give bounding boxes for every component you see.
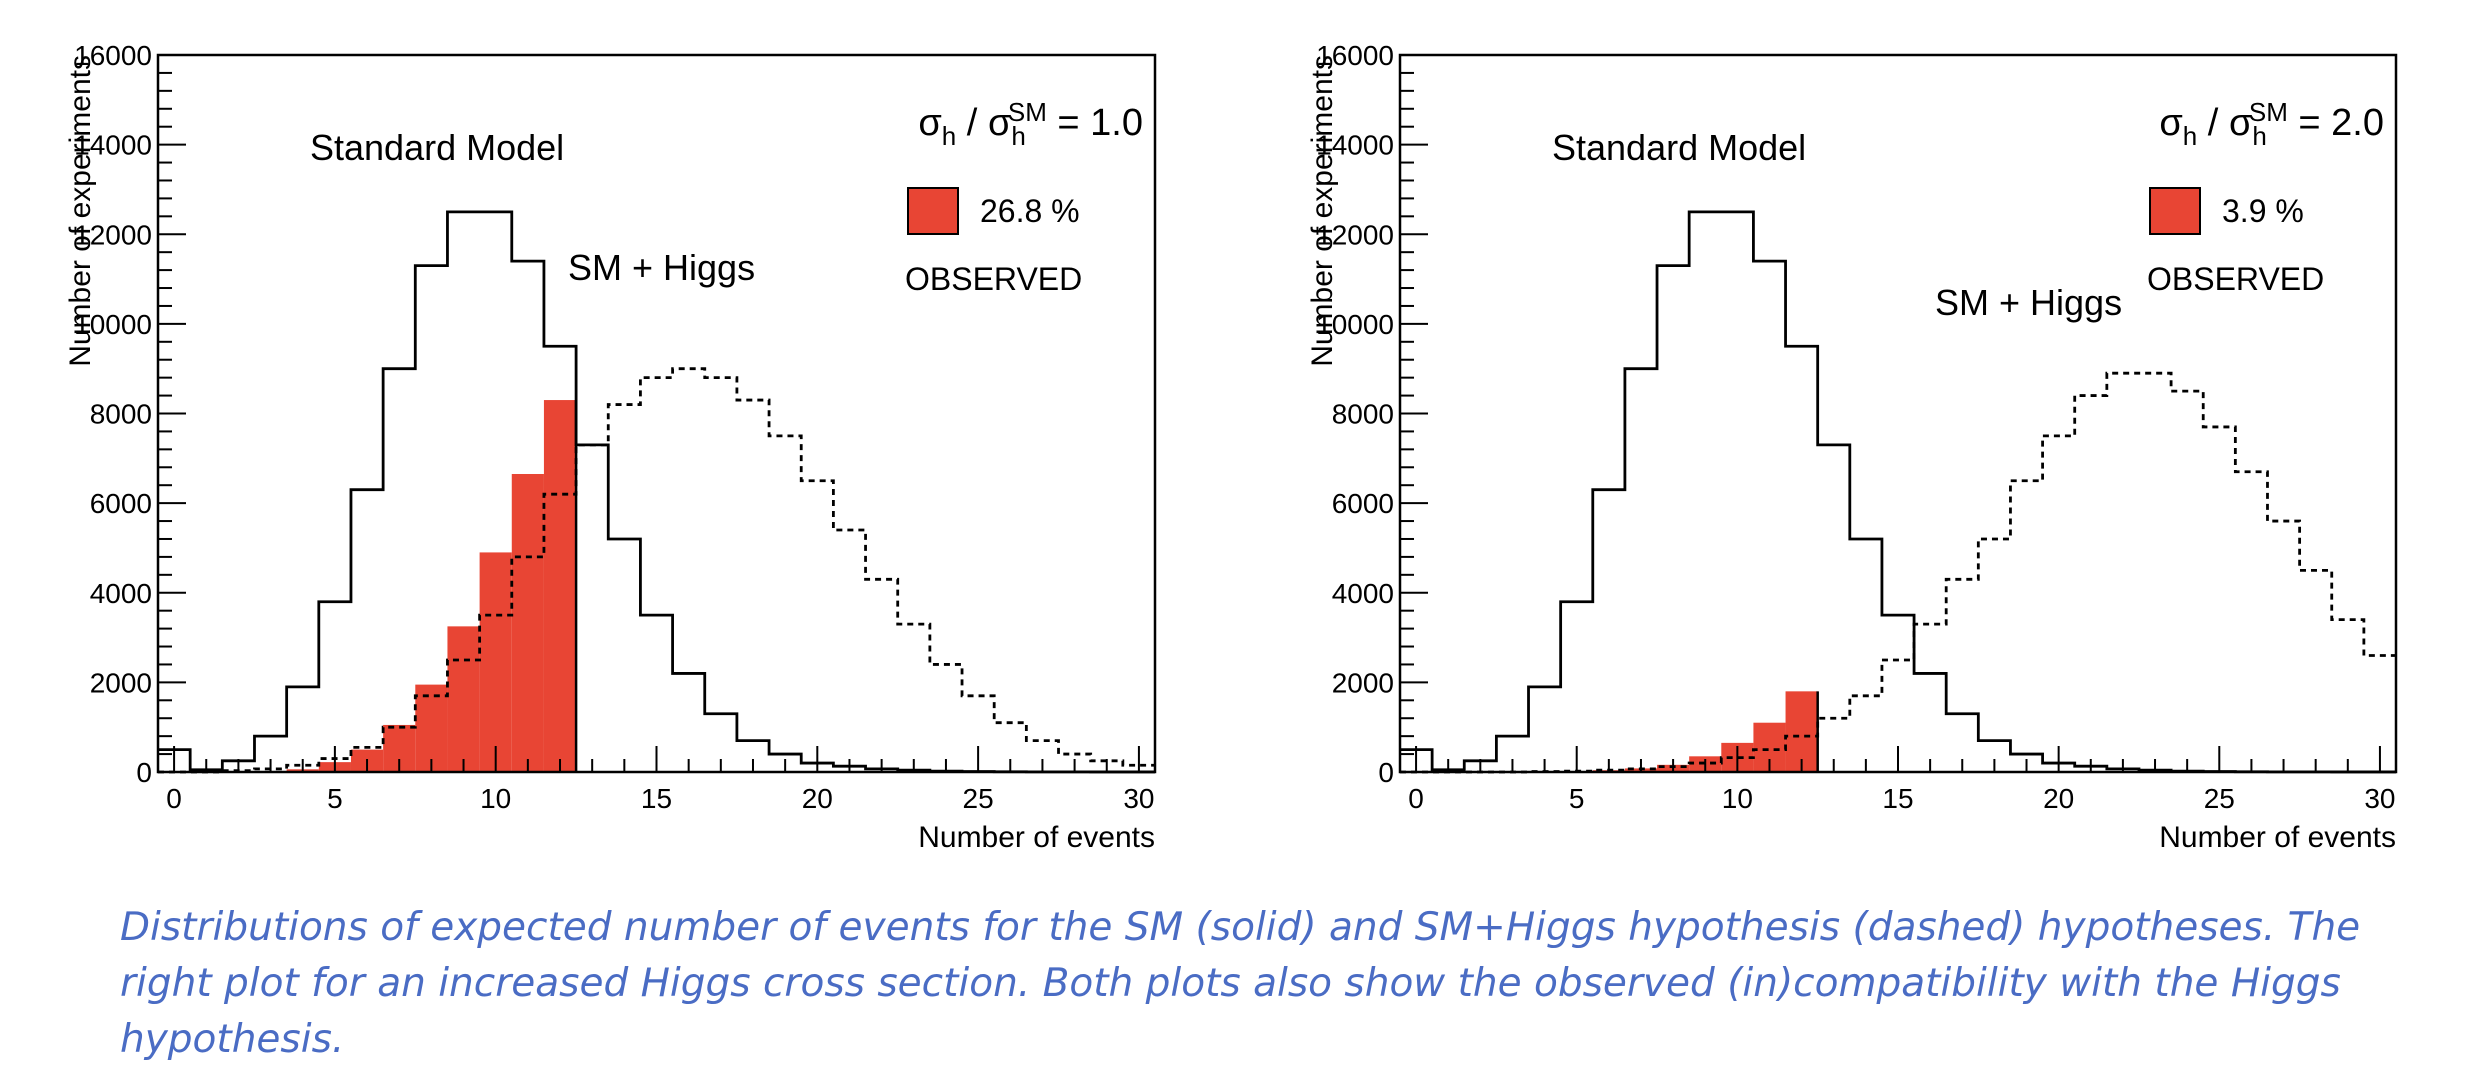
figure-caption: Distributions of expected number of even… — [120, 905, 2361, 1062]
sm-higgs-histogram — [1400, 371, 2396, 774]
right-histogram-plot: 0 5 10 15 20 25 30 0 2000 4000 6000 8000 10000 12000… — [1306, 40, 2398, 854]
y-tick-label: 2000 — [1332, 667, 1394, 698]
x-axis-label: Number of events — [2159, 821, 2396, 854]
observed-bars — [286, 400, 578, 772]
left-histogram-plot: 0 5 10 15 20 25 30 0 2000 4000 6000 8000 10000 12000… — [64, 40, 1157, 854]
observed-bar — [415, 684, 448, 772]
x-tick-label: 20 — [802, 783, 833, 814]
y-tick-label: 14000 — [74, 130, 152, 161]
observed-legend-label: OBSERVED — [905, 261, 1082, 297]
y-tick-label: 0 — [1378, 757, 1394, 788]
x-tick-label: 25 — [2204, 783, 2235, 814]
y-tick-label: 4000 — [1332, 578, 1394, 609]
y-tick-label: 10000 — [1316, 309, 1394, 340]
observed-bar — [511, 473, 544, 772]
y-axis-ticks: 0 2000 4000 6000 8000 10000 12000 14000 16000 — [1316, 40, 1428, 788]
cross-section-ratio-label: σh / σhSM = 1.0 — [918, 97, 1143, 151]
cross-section-ratio-label: σh / σhSM = 2.0 — [2159, 97, 2384, 151]
standard-model-annotation: Standard Model — [1552, 127, 1806, 168]
x-axis-label: Number of events — [918, 821, 1155, 854]
sm-higgs-annotation: SM + Higgs — [568, 247, 755, 288]
y-axis-label: Number of experiments — [64, 55, 97, 367]
x-axis-ticks: 0 5 10 15 20 25 30 — [1408, 746, 2396, 814]
observed-bar — [543, 400, 577, 772]
observed-bar — [447, 626, 480, 772]
observed-percentage: 3.9 % — [2222, 193, 2304, 229]
y-tick-label: 16000 — [74, 40, 152, 71]
x-tick-label: 15 — [641, 783, 672, 814]
plot-frame — [156, 53, 1157, 774]
y-axis-ticks: 0 2000 4000 6000 8000 10000 12000 14000 16000 — [74, 40, 186, 788]
y-tick-label: 16000 — [1316, 40, 1394, 71]
observed-bar — [1785, 691, 1818, 772]
y-tick-label: 6000 — [90, 488, 152, 519]
y-tick-label: 14000 — [1316, 130, 1394, 161]
standard-model-annotation: Standard Model — [310, 127, 564, 168]
y-tick-label: 10000 — [74, 309, 152, 340]
observed-legend-label: OBSERVED — [2147, 261, 2324, 297]
x-tick-label: 20 — [2043, 783, 2074, 814]
sm-higgs-line — [158, 367, 1155, 774]
sm-higgs-histogram — [158, 367, 1155, 774]
sm-higgs-line — [1400, 371, 2396, 774]
y-axis-label: Number of experiments — [1306, 55, 1339, 367]
observed-percentage: 26.8 % — [980, 193, 1080, 229]
x-tick-label: 0 — [1408, 783, 1424, 814]
observed-bar — [479, 552, 512, 772]
y-tick-label: 6000 — [1332, 488, 1394, 519]
y-tick-label: 0 — [136, 757, 152, 788]
x-tick-label: 5 — [327, 783, 343, 814]
y-tick-label: 8000 — [90, 399, 152, 430]
y-tick-label: 12000 — [1316, 219, 1394, 250]
plot-frame — [1398, 53, 2398, 774]
sm-higgs-annotation: SM + Higgs — [1935, 282, 2122, 323]
x-axis-ticks: 0 5 10 15 20 25 30 — [166, 746, 1154, 814]
y-tick-label: 12000 — [74, 219, 152, 250]
y-tick-label: 8000 — [1332, 399, 1394, 430]
y-tick-label: 4000 — [90, 578, 152, 609]
x-tick-label: 10 — [480, 783, 511, 814]
y-tick-label: 2000 — [90, 667, 152, 698]
observed-legend-swatch — [907, 187, 959, 235]
figure: 0 5 10 15 20 25 30 020004000600080001000012000… — [64, 40, 2398, 854]
x-tick-label: 30 — [1123, 783, 1154, 814]
x-tick-label: 15 — [1882, 783, 1913, 814]
observed-bars — [1560, 691, 1819, 772]
x-tick-label: 30 — [2364, 783, 2395, 814]
x-tick-label: 0 — [166, 783, 182, 814]
observed-legend-swatch — [2149, 187, 2201, 235]
x-tick-label: 25 — [963, 783, 994, 814]
x-tick-label: 10 — [1722, 783, 1753, 814]
x-tick-label: 5 — [1569, 783, 1585, 814]
